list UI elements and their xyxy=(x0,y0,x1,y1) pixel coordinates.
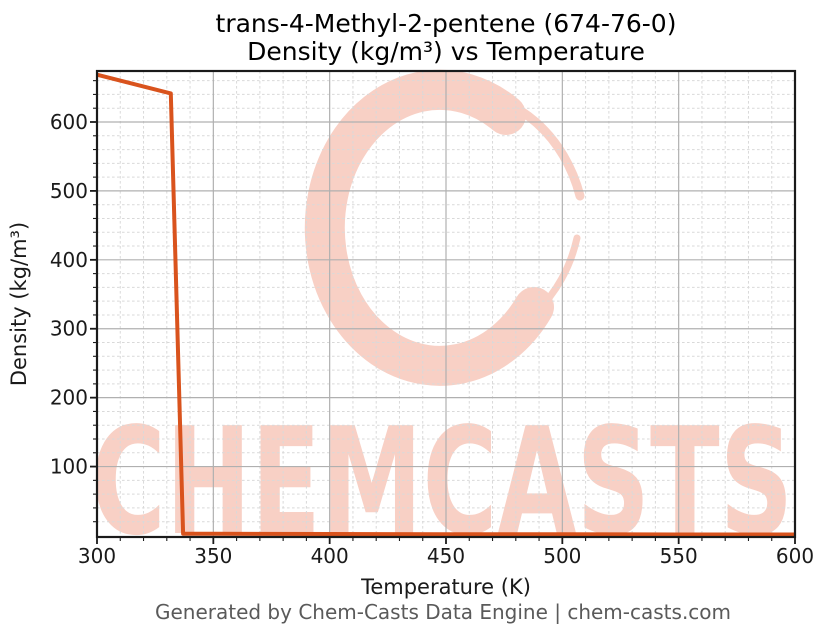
footer-credit: Generated by Chem-Casts Data Engine | ch… xyxy=(155,600,731,624)
density-line xyxy=(96,72,795,537)
y-tick-label: 100 xyxy=(50,455,88,479)
y-tick-label: 600 xyxy=(50,110,88,134)
y-tick-label: 400 xyxy=(50,248,88,272)
y-tick-label: 300 xyxy=(50,317,88,341)
x-tick-label: 450 xyxy=(427,544,465,568)
axis-ticks xyxy=(90,80,796,544)
x-tick-label: 600 xyxy=(776,544,814,568)
watermark-c-accent-right-icon xyxy=(532,234,581,316)
watermark-text: CHEMCASTS xyxy=(91,396,793,568)
x-tick-label: 500 xyxy=(543,544,581,568)
data-series xyxy=(96,72,795,537)
x-axis-label: Temperature (K) xyxy=(360,575,531,599)
watermark-c-logo-icon xyxy=(304,69,554,386)
y-tick-label: 500 xyxy=(50,179,88,203)
chart-title-line1: trans-4-Methyl-2-pentene (674-76-0) xyxy=(216,9,677,38)
y-tick-label: 200 xyxy=(50,386,88,410)
x-tick-label: 300 xyxy=(78,544,116,568)
chart-title-line2: Density (kg/m³) vs Temperature xyxy=(247,37,645,66)
y-axis-label: Density (kg/m³) xyxy=(7,222,31,386)
gridlines-major xyxy=(97,71,795,537)
x-tick-label: 400 xyxy=(311,544,349,568)
x-tick-labels: 300 350 400 450 500 550 600 xyxy=(78,544,814,568)
x-tick-label: 550 xyxy=(660,544,698,568)
y-tick-labels: 100 200 300 400 500 600 xyxy=(50,110,88,479)
watermark: CHEMCASTS xyxy=(91,69,793,568)
x-tick-label: 350 xyxy=(194,544,232,568)
